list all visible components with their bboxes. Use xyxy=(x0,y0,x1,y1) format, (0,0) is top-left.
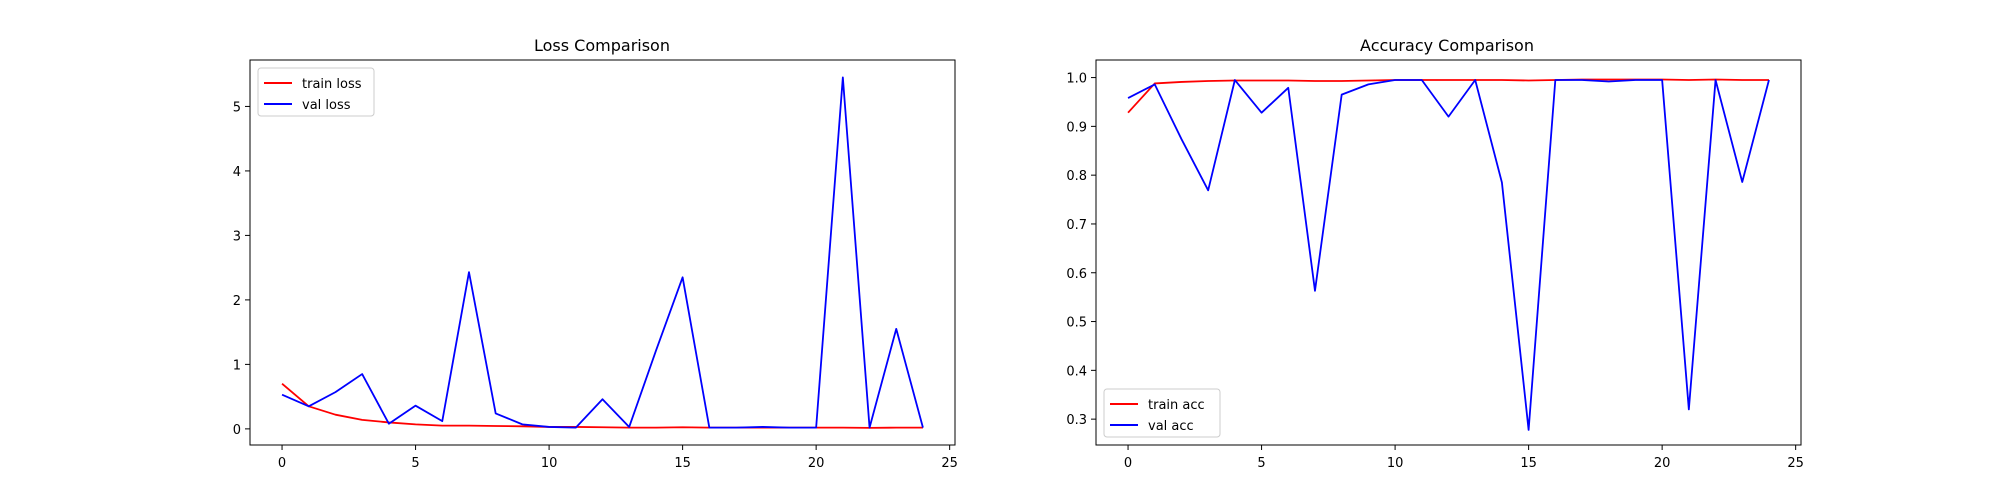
loss-y-tick-label: 0 xyxy=(233,423,241,438)
accuracy-y-tick-label: 0.5 xyxy=(1066,316,1087,331)
accuracy-x-tick-label: 15 xyxy=(1520,456,1537,471)
loss-y-tick-label: 1 xyxy=(233,358,241,373)
accuracy-y-tick-label: 0.6 xyxy=(1066,267,1087,282)
accuracy-x-tick-label: 5 xyxy=(1257,456,1265,471)
accuracy-x-tick-label: 0 xyxy=(1124,456,1132,471)
accuracy-y-tick-label: 0.7 xyxy=(1066,218,1087,233)
accuracy-legend-label: train acc xyxy=(1148,398,1205,413)
accuracy-y-tick-label: 1.0 xyxy=(1066,72,1087,87)
loss-x-tick-label: 0 xyxy=(278,456,286,471)
loss-plot-frame xyxy=(249,59,956,446)
accuracy-legend: train acc val acc xyxy=(1103,388,1221,438)
loss-y-tick-label: 2 xyxy=(233,294,241,309)
loss-x-tick-label: 25 xyxy=(941,456,958,471)
loss-y-tick-label: 4 xyxy=(233,165,241,180)
accuracy-y-tick-label: 0.3 xyxy=(1066,413,1087,428)
accuracy-y-tick-label: 0.9 xyxy=(1066,120,1087,135)
accuracy-series-val-acc-line xyxy=(1127,79,1770,431)
loss-chart: 0 5 10 15 20 25 0 1 2 3 4 5 train loss val loss Loss C… xyxy=(233,36,958,471)
accuracy-chart-title: Accuracy Comparison xyxy=(1360,36,1534,55)
loss-y-tick-label: 3 xyxy=(233,229,241,244)
loss-legend-label: val loss xyxy=(302,98,351,113)
accuracy-x-tick-label: 20 xyxy=(1654,456,1671,471)
accuracy-chart: 0 5 10 15 20 25 0.3 0.4 0.5 0.6 0.7 0.8 0.9 1.0 train … xyxy=(1066,36,1804,471)
accuracy-y-tick-label: 0.4 xyxy=(1066,364,1087,379)
accuracy-y-tick-label: 0.8 xyxy=(1066,169,1087,184)
loss-x-tick-label: 5 xyxy=(411,456,419,471)
loss-series-val-loss-line xyxy=(281,76,924,429)
loss-legend: train loss val loss xyxy=(257,67,375,117)
loss-y-tick-label: 5 xyxy=(233,100,241,115)
accuracy-x-tick-label: 10 xyxy=(1387,456,1404,471)
loss-legend-label: train loss xyxy=(302,77,362,92)
loss-x-tick-label: 20 xyxy=(808,456,825,471)
loss-x-tick-label: 10 xyxy=(541,456,558,471)
accuracy-legend-label: val acc xyxy=(1148,419,1194,434)
loss-x-tick-label: 15 xyxy=(674,456,691,471)
accuracy-plot-frame xyxy=(1095,59,1802,446)
accuracy-x-tick-label: 25 xyxy=(1787,456,1804,471)
loss-chart-title: Loss Comparison xyxy=(534,36,670,55)
